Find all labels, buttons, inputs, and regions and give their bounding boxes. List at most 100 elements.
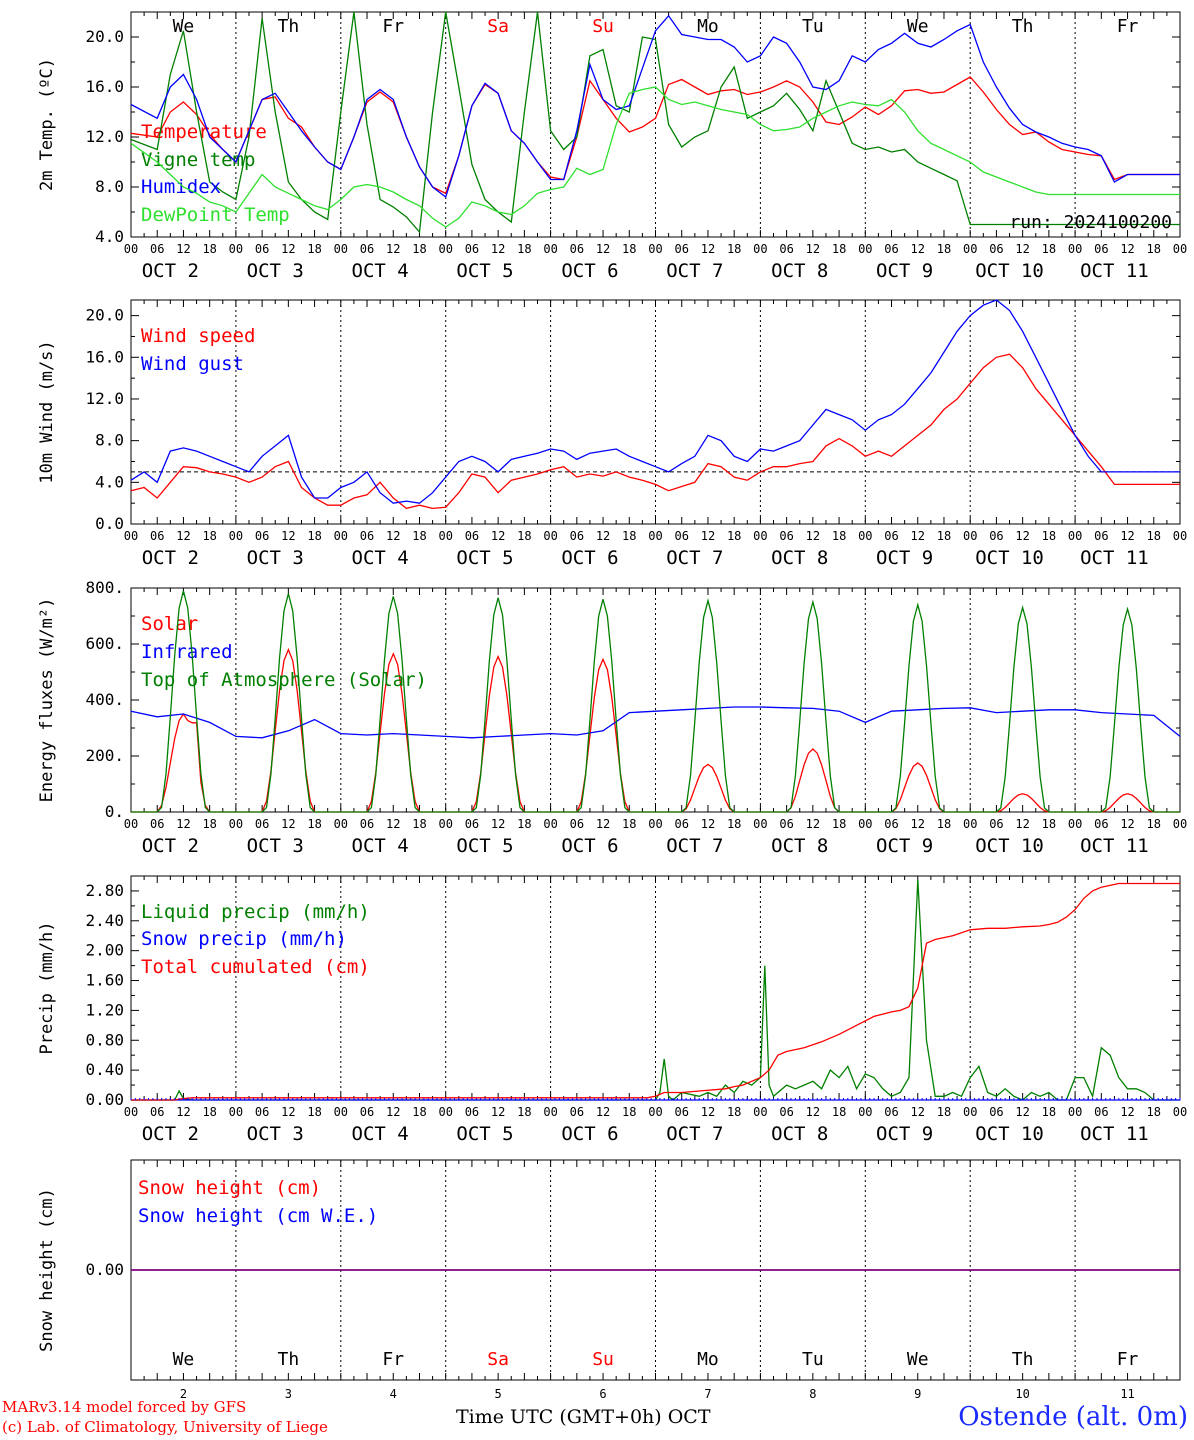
x-hour-label: 18 xyxy=(622,529,636,543)
day-number-label: 10 xyxy=(1015,1387,1029,1401)
model-credit-line2: (c) Lab. of Climatology, University of L… xyxy=(2,1418,328,1436)
x-hour-label: 06 xyxy=(570,1105,584,1119)
x-hour-label: 12 xyxy=(806,817,820,831)
x-hour-label: 00 xyxy=(334,1105,348,1119)
x-date-label: OCT 7 xyxy=(666,547,723,569)
x-date-label: OCT 6 xyxy=(561,1123,618,1145)
x-date-label: OCT 4 xyxy=(352,547,409,569)
x-hour-label: 00 xyxy=(438,817,452,831)
x-hour-label: 00 xyxy=(963,529,977,543)
x-hour-label: 06 xyxy=(674,817,688,831)
x-hour-label: 18 xyxy=(517,1105,531,1119)
x-hour-label: 00 xyxy=(543,529,557,543)
x-hour-label: 18 xyxy=(727,242,741,256)
x-hour-label: 00 xyxy=(438,1105,452,1119)
day-number-label: 4 xyxy=(390,1387,397,1401)
x-hour-label: 18 xyxy=(832,1105,846,1119)
x-date-label: OCT 5 xyxy=(456,835,513,857)
x-hour-label: 18 xyxy=(202,242,216,256)
x-hour-label: 12 xyxy=(596,1105,610,1119)
x-hour-label: 12 xyxy=(1015,817,1029,831)
y-tick-label: 0.00 xyxy=(85,1260,124,1279)
x-date-label: OCT 6 xyxy=(561,835,618,857)
day-number-label: 2 xyxy=(180,1387,187,1401)
x-date-label: OCT 5 xyxy=(456,547,513,569)
x-hour-label: 12 xyxy=(176,1105,190,1119)
series-line-vigne-temp xyxy=(130,11,1180,234)
x-hour-label: 06 xyxy=(360,529,374,543)
x-hour-label: 06 xyxy=(255,242,269,256)
x-date-label: OCT 10 xyxy=(975,547,1044,569)
y-tick-label: 16.0 xyxy=(85,77,124,96)
x-hour-label: 00 xyxy=(543,1105,557,1119)
x-hour-label: 06 xyxy=(360,817,374,831)
x-hour-label: 06 xyxy=(989,817,1003,831)
y-tick-label: 0.80 xyxy=(85,1030,124,1049)
x-hour-label: 06 xyxy=(884,817,898,831)
x-hour-label: 00 xyxy=(963,817,977,831)
x-hour-label: 00 xyxy=(334,529,348,543)
weekday-label-bottom: Fr xyxy=(382,1349,404,1370)
x-hour-label: 06 xyxy=(570,242,584,256)
y-tick-label: 20.0 xyxy=(85,306,124,325)
x-hour-label: 12 xyxy=(176,529,190,543)
x-hour-label: 00 xyxy=(438,242,452,256)
x-hour-label: 00 xyxy=(229,529,243,543)
x-hour-label: 00 xyxy=(753,817,767,831)
weekday-label-top: We xyxy=(173,16,195,37)
legend-entry-snow-height-cm-: Snow height (cm) xyxy=(138,1177,321,1199)
weekday-label-bottom: Tu xyxy=(802,1349,824,1370)
x-date-label: OCT 3 xyxy=(247,1123,304,1145)
x-hour-label: 00 xyxy=(124,529,138,543)
y-axis-label-temperature: 2m Temp. (ºC) xyxy=(37,58,57,191)
x-date-label: OCT 2 xyxy=(142,547,199,569)
y-axis-label-wind: 10m Wind (m/s) xyxy=(37,340,57,483)
x-hour-label: 18 xyxy=(307,1105,321,1119)
x-hour-label: 12 xyxy=(911,529,925,543)
day-number-label: 11 xyxy=(1120,1387,1134,1401)
day-number-label: 8 xyxy=(809,1387,816,1401)
y-tick-label: 0.00 xyxy=(85,1090,124,1109)
x-hour-label: 12 xyxy=(1015,242,1029,256)
series-line-dewpoint-temp xyxy=(130,86,1180,228)
x-hour-label: 06 xyxy=(884,242,898,256)
x-hour-label: 06 xyxy=(884,529,898,543)
weekday-label-bottom: Mo xyxy=(697,1349,719,1370)
x-hour-label: 18 xyxy=(1042,529,1056,543)
x-hour-label: 06 xyxy=(1094,817,1108,831)
x-date-label: OCT 4 xyxy=(352,835,409,857)
y-tick-label: 0.0 xyxy=(95,514,124,533)
x-hour-label: 12 xyxy=(596,817,610,831)
x-hour-label: 18 xyxy=(727,1105,741,1119)
x-hour-label: 00 xyxy=(753,1105,767,1119)
run-label: run: 2024100200 xyxy=(1009,212,1172,233)
x-hour-label: 00 xyxy=(858,817,872,831)
day-number-label: 9 xyxy=(914,1387,921,1401)
x-date-label: OCT 10 xyxy=(975,260,1044,282)
x-date-label: OCT 3 xyxy=(247,835,304,857)
x-hour-label: 06 xyxy=(674,242,688,256)
x-hour-label: 18 xyxy=(622,817,636,831)
x-hour-label: 18 xyxy=(622,1105,636,1119)
x-hour-label: 12 xyxy=(491,529,505,543)
x-hour-label: 18 xyxy=(622,242,636,256)
y-tick-label: 8.0 xyxy=(95,177,124,196)
weekday-label-bottom: Th xyxy=(278,1349,300,1370)
x-date-label: OCT 2 xyxy=(142,1123,199,1145)
y-tick-label: 400. xyxy=(85,690,124,709)
x-hour-label: 00 xyxy=(229,1105,243,1119)
x-hour-label: 00 xyxy=(1068,1105,1082,1119)
x-hour-label: 12 xyxy=(386,817,400,831)
weekday-label-top: Tu xyxy=(802,16,824,37)
weekday-label-top: Su xyxy=(592,16,614,37)
y-tick-label: 2.80 xyxy=(85,881,124,900)
x-hour-label: 18 xyxy=(202,817,216,831)
x-hour-label: 06 xyxy=(570,529,584,543)
weekday-label-top: Fr xyxy=(382,16,404,37)
x-hour-label: 00 xyxy=(753,242,767,256)
x-hour-label: 00 xyxy=(858,242,872,256)
x-date-label: OCT 9 xyxy=(876,260,933,282)
x-hour-label: 06 xyxy=(150,817,164,831)
legend-entry-wind-gust: Wind gust xyxy=(141,353,244,375)
